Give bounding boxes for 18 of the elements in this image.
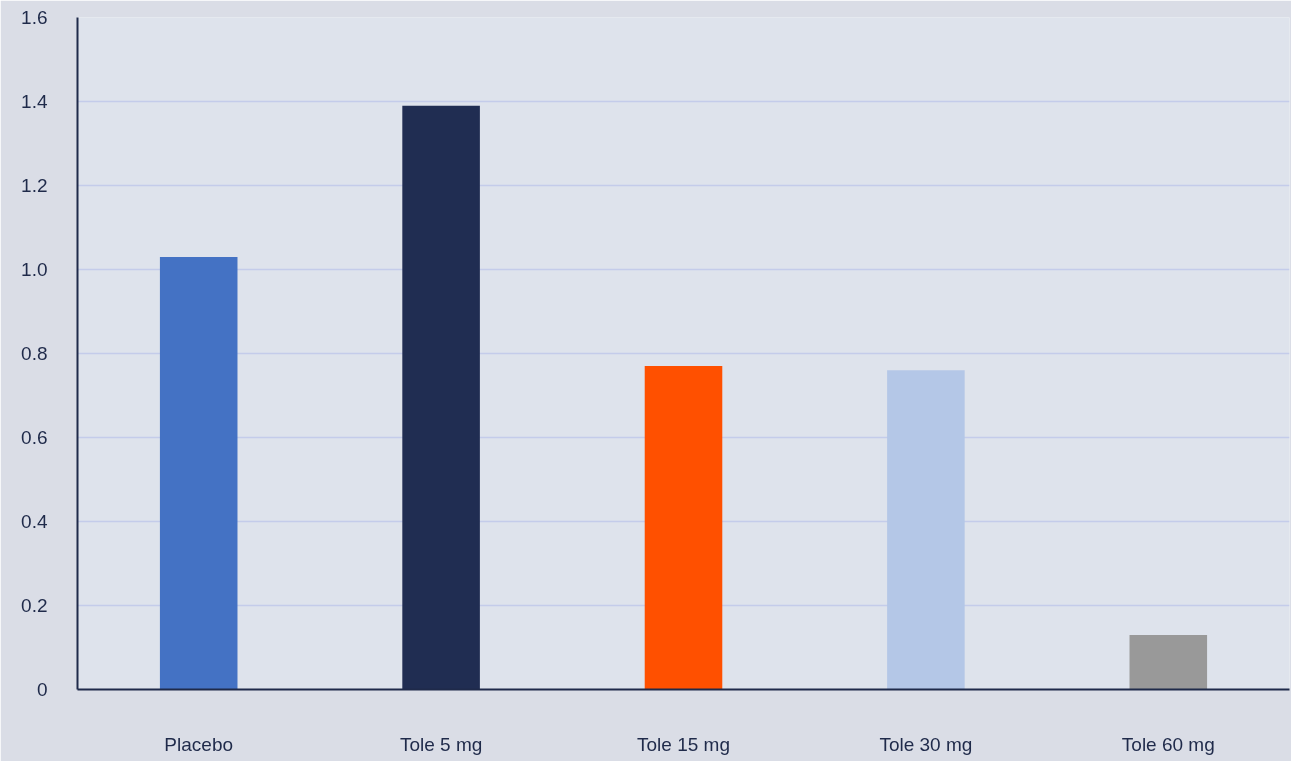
bar bbox=[644, 366, 723, 690]
y-tick-label: 0.6 bbox=[21, 427, 48, 448]
y-tick-label: 1.4 bbox=[21, 91, 48, 112]
x-tick-label: Tole 30 mg bbox=[879, 733, 973, 755]
x-tick-label: Tole 5 mg bbox=[399, 733, 483, 755]
bar bbox=[159, 256, 238, 690]
y-tick-label: 0.8 bbox=[21, 343, 48, 364]
y-tick-label: 0 bbox=[36, 679, 48, 700]
y-tick-label: 0.4 bbox=[21, 511, 48, 532]
x-tick-label: Tole 15 mg bbox=[637, 733, 730, 755]
x-tick-label: Tole 60 mg bbox=[1121, 733, 1215, 755]
y-tick-label: 0.2 bbox=[21, 595, 48, 616]
bar bbox=[887, 370, 965, 690]
y-tick-label: 1.6 bbox=[21, 7, 48, 28]
y-tick-label: 1.0 bbox=[21, 259, 48, 280]
x-tick-label: Placebo bbox=[164, 733, 234, 755]
y-tick-label: 1.2 bbox=[21, 175, 48, 196]
bar bbox=[1129, 634, 1208, 690]
